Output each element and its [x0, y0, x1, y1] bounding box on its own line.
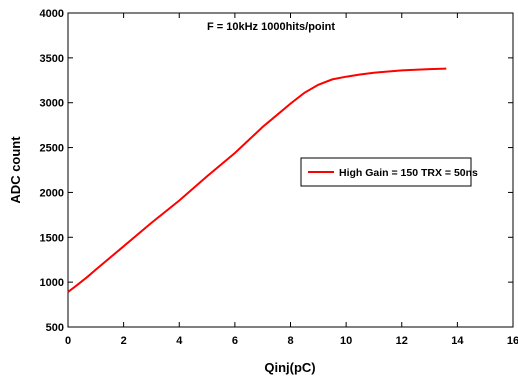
x-tick-label: 0 [65, 335, 71, 347]
y-axis-title: ADC count [8, 136, 23, 204]
x-tick-label: 16 [507, 335, 518, 347]
x-tick-label: 12 [396, 335, 408, 347]
y-tick-label: 4000 [40, 8, 64, 20]
y-tick-label: 2500 [40, 143, 64, 155]
x-tick-label: 10 [340, 335, 352, 347]
legend-label: High Gain = 150 TRX = 50ns [339, 167, 478, 179]
x-axis-title: Qinj(pC) [264, 360, 315, 375]
y-tick-label: 500 [46, 322, 64, 334]
x-tick-labels: 0 2 4 6 8 10 12 14 16 [65, 335, 518, 347]
y-tick-label: 2000 [40, 187, 64, 199]
axis-ticks [67, 12, 514, 328]
x-tick-label: 14 [451, 335, 464, 347]
y-tick-label: 1500 [40, 232, 64, 244]
y-tick-label: 3000 [40, 98, 64, 110]
y-tick-label: 1000 [40, 277, 64, 289]
x-tick-label: 4 [176, 335, 183, 347]
series-line-high-gain [67, 67, 447, 293]
x-tick-label: 8 [287, 335, 293, 347]
annotation: F = 10kHz 1000hits/point [207, 21, 335, 33]
x-tick-label: 2 [121, 335, 127, 347]
legend: High Gain = 150 TRX = 50ns [300, 157, 478, 187]
y-tick-label: 3500 [40, 53, 64, 65]
y-tick-labels: 500 1000 1500 2000 2500 3000 3500 4000 [40, 8, 64, 334]
x-tick-label: 6 [232, 335, 238, 347]
